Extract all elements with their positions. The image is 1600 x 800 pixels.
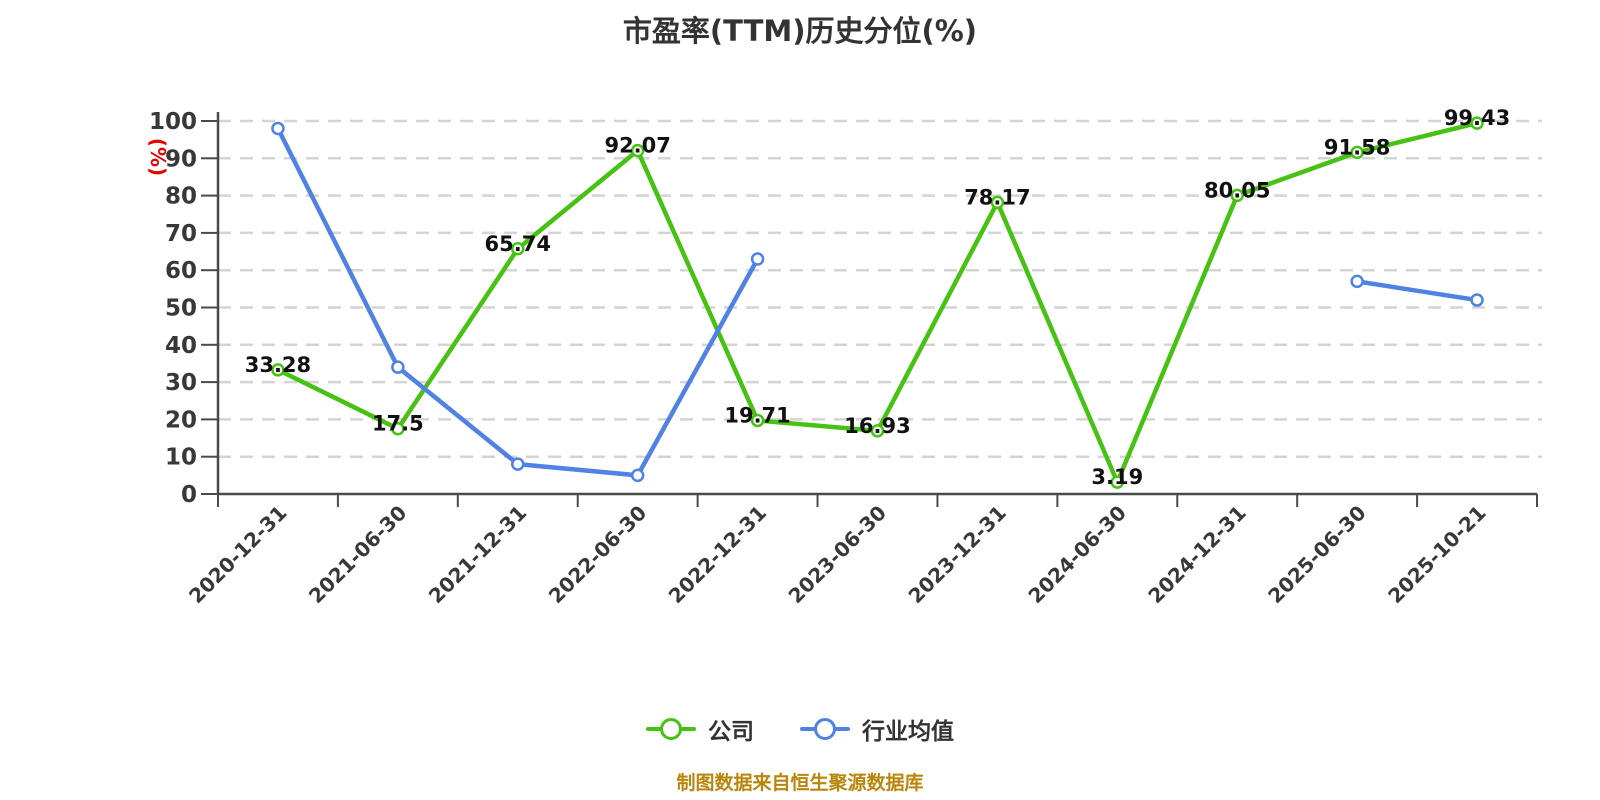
x-axis-label: 2022-12-31 — [664, 501, 771, 608]
data-point[interactable] — [1470, 293, 1484, 307]
x-axis-label: 2025-06-30 — [1263, 501, 1370, 608]
data-point[interactable] — [1350, 145, 1364, 160]
y-axis-label: 40 — [165, 333, 197, 359]
data-point[interactable] — [271, 121, 285, 136]
x-axis-label: 2023-12-31 — [904, 501, 1011, 608]
legend-label-company: 公司 — [708, 719, 754, 745]
y-axis-label: 100 — [149, 109, 197, 135]
y-axis-label: 60 — [165, 258, 197, 284]
y-axis-label: 50 — [165, 296, 197, 322]
data-point-label: 19.71 — [724, 403, 790, 427]
x-axis-label: 2023-06-30 — [784, 501, 891, 608]
x-axis-label: 2021-12-31 — [424, 501, 531, 608]
y-axis-label: 80 — [165, 184, 197, 210]
data-point-label: 91.58 — [1324, 135, 1390, 159]
x-axis-label: 2024-06-30 — [1023, 501, 1130, 608]
x-axis-label: 2024-12-31 — [1143, 501, 1250, 608]
data-point-label: 99.43 — [1444, 106, 1510, 130]
industry-average-series-marker-icon — [800, 717, 850, 741]
x-axis-label: 2025-10-21 — [1383, 501, 1490, 608]
data-point[interactable] — [511, 457, 525, 471]
y-axis-label: 30 — [165, 370, 197, 396]
industry-average-series-line — [275, 126, 760, 478]
chart-legend: 公司 行业均值 — [0, 712, 1600, 746]
data-point[interactable] — [630, 143, 645, 158]
data-point-label: 65.74 — [485, 232, 551, 256]
data-point-label: 17.5 — [372, 412, 424, 436]
data-point-label: 80.05 — [1204, 178, 1270, 202]
y-axis-name: (%) — [146, 138, 170, 176]
x-axis-label: 2020-12-31 — [184, 501, 291, 608]
data-point[interactable] — [1470, 116, 1484, 130]
data-point[interactable] — [630, 468, 645, 483]
y-axis-label: 0 — [181, 482, 197, 508]
y-axis-label: 70 — [165, 221, 197, 247]
y-axis-label: 10 — [165, 445, 197, 471]
legend-item-industry-average[interactable]: 行业均值 — [800, 712, 954, 746]
data-point[interactable] — [750, 252, 765, 266]
x-axis-label: 2022-06-30 — [544, 501, 651, 608]
data-point[interactable] — [990, 195, 1005, 210]
chart-title: 市盈率(TTM)历史分位(%) — [622, 14, 978, 48]
legend-circle-swatch — [814, 718, 836, 740]
legend-label-industry-average: 行业均值 — [862, 719, 954, 745]
data-point-label: 16.93 — [844, 414, 910, 438]
data-point-label: 3.19 — [1091, 465, 1143, 489]
data-point-label: 33.28 — [245, 353, 311, 377]
data-point[interactable] — [1230, 188, 1244, 203]
data-point[interactable] — [870, 424, 885, 438]
data-point[interactable] — [391, 421, 405, 436]
data-point-label: 92.07 — [604, 134, 670, 158]
data-point[interactable] — [1350, 274, 1364, 289]
data-point[interactable] — [1110, 475, 1125, 489]
data-point[interactable] — [750, 413, 765, 428]
legend-circle-swatch — [660, 718, 682, 740]
y-axis-label: 20 — [165, 407, 197, 433]
x-axis-label: 2021-06-30 — [304, 501, 411, 608]
data-point[interactable] — [391, 360, 405, 374]
legend-item-company[interactable]: 公司 — [646, 712, 754, 746]
industry-average-series-line — [1354, 279, 1480, 303]
data-point[interactable] — [511, 242, 525, 256]
data-point-label: 78.17 — [964, 185, 1030, 209]
y-axis-label: 90 — [165, 146, 197, 172]
data-source-note: 制图数据来自恒生聚源数据库 — [676, 772, 924, 794]
data-point[interactable] — [271, 363, 285, 377]
company-series-marker-icon — [646, 717, 696, 741]
